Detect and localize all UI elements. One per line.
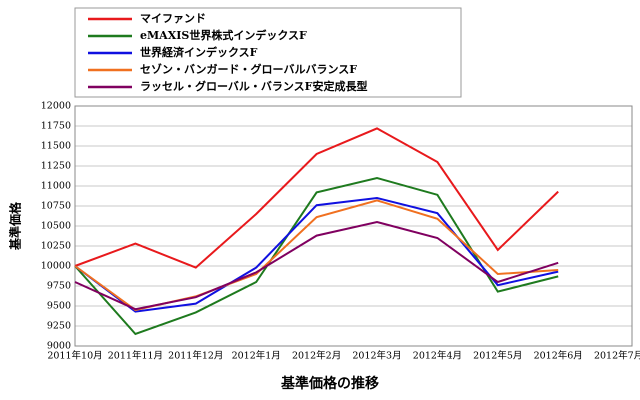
y-tick-label: 11250 [41,161,71,172]
y-tick-label: 10250 [41,241,71,252]
y-axis-label: 基準価格 [8,201,23,251]
y-tick-label: 10000 [41,261,71,272]
y-tick-label: 11500 [41,141,71,152]
y-tick-label: 11750 [41,121,71,132]
y-tick-label: 11000 [41,181,71,192]
x-tick-label: 2012年3月 [352,350,401,362]
series-line [74,127,559,269]
x-tick-label: 2012年4月 [413,350,462,362]
x-tick-label: 2012年5月 [473,350,522,362]
y-tick-label: 9250 [47,321,71,332]
legend-label: eMAXIS世界株式インデックスF [140,28,307,42]
y-tick-label: 9000 [47,341,71,352]
legend-label: マイファンド [140,12,206,25]
legend-label: 世界経済インデックスF [140,45,258,59]
x-tick-label: 2012年1月 [232,350,281,362]
series-line [74,196,559,313]
legend-label: セゾン・バンガード・グローバルバランスF [140,62,357,76]
x-tick-label: 2011年12月 [168,350,223,362]
x-tick-label: 2011年11月 [108,350,163,362]
x-tick-label: 2012年7月 [594,350,640,362]
plot-border [74,105,633,347]
x-tick-label: 2011年10月 [47,350,102,362]
x-tick-label: 2012年6月 [534,350,583,362]
legend-box [74,7,462,98]
y-tick-label: 10750 [41,201,71,212]
chart-title: 基準価格の推移 [281,375,379,392]
x-tick-label: 2012年2月 [292,350,341,362]
legend-label: ラッセル・グローバル・バランスF安定成長型 [140,79,367,93]
y-tick-label: 12000 [41,101,71,112]
y-tick-label: 9500 [47,301,71,312]
series-line [74,220,559,311]
y-tick-label: 10500 [41,221,71,232]
y-tick-label: 9750 [47,281,71,292]
series-line [74,176,559,336]
